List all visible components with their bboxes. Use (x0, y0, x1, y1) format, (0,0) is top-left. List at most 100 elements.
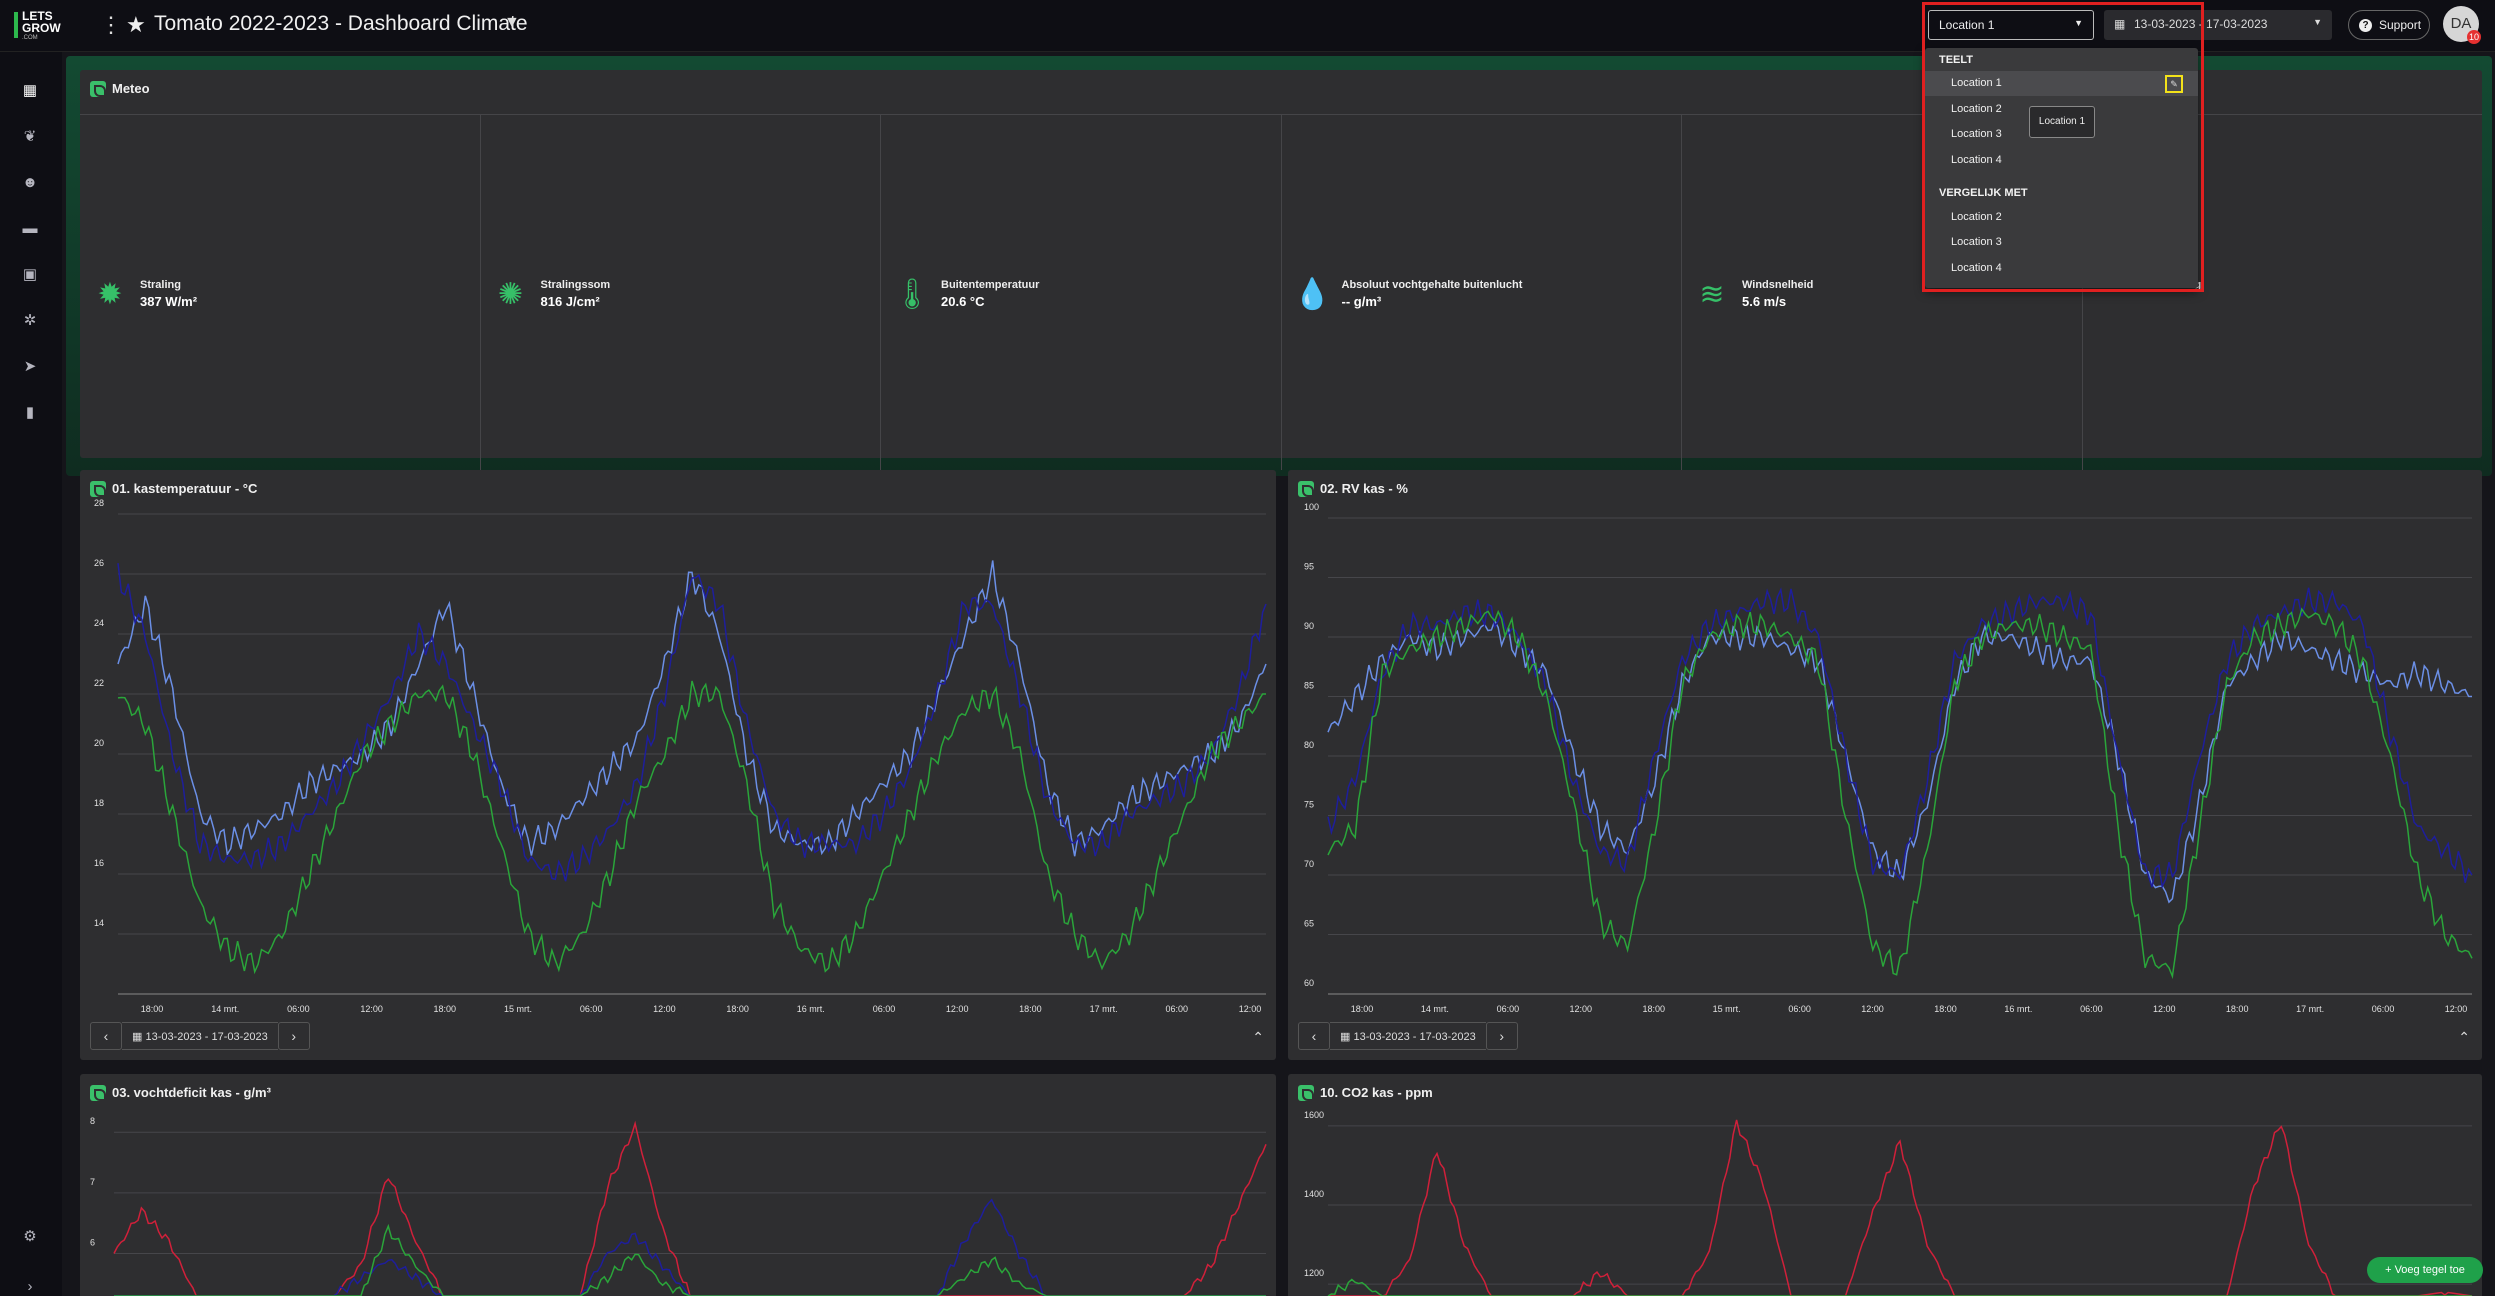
calendar-icon: ▦ (132, 1031, 146, 1043)
meteo-card-title: Meteo (112, 81, 150, 97)
chart-card-temperature: 14 16 18 20 22 24 26 28 18:00 14 mrt. 06:00 12:00 18… (80, 470, 1276, 1060)
support-label: Support (2379, 18, 2422, 32)
meteo-tile[interactable]: 🌡 Buitentemperatuur 20.6 °C (881, 114, 1282, 470)
logo[interactable]: LETS GROW .COM (12, 8, 64, 46)
y-tick-label: 65 (1304, 919, 1314, 929)
logo-text-mid: GROW (22, 21, 61, 35)
more-menu-icon[interactable]: ⋮ (100, 12, 122, 37)
support-button[interactable]: ? Support (2348, 10, 2430, 40)
image-icon[interactable]: ▣ (22, 266, 38, 283)
chart-card-rh: 60 65 70 75 80 85 90 95 100 18:00 14 mrt. 06:00 12:0… (1288, 470, 2482, 1060)
chevron-down-icon: ▼ (2074, 18, 2083, 28)
x-tick-label: 06:00 (1166, 1004, 1189, 1014)
x-tick-label: 18:00 (1351, 1004, 1374, 1014)
x-tick-label: 16 mrt. (2004, 1004, 2032, 1014)
x-tick-label: 15 mrt. (1713, 1004, 1741, 1014)
x-tick-label: 06:00 (873, 1004, 896, 1014)
y-tick-label: 8 (90, 1116, 95, 1126)
chart-title: 01. kastemperatuur - °C (112, 481, 258, 497)
y-tick-label: 95 (1304, 562, 1314, 572)
plus-icon: + (2385, 1264, 2395, 1276)
x-tick-label: 06:00 (287, 1004, 310, 1014)
next-period-button[interactable]: › (1485, 1022, 1518, 1050)
dropdown-option-location-3[interactable]: Location 3 (1925, 122, 2198, 147)
settings-group-icon[interactable]: ✲ (23, 312, 37, 329)
series-line (117, 563, 1267, 882)
meteo-tile[interactable]: 💧 Absoluut vochtgehalte buitenlucht -- g… (1281, 114, 1682, 470)
chart-date-range[interactable]: ▦ 13-03-2023 - 17-03-2023 (1330, 1022, 1486, 1050)
collapse-chevron-icon[interactable]: ⌃ (1252, 1029, 1264, 1045)
x-tick-label: 14 mrt. (211, 1004, 239, 1014)
meteo-tile-label: Windsnelheid (1742, 279, 1814, 291)
crops-icon[interactable]: ❦ (23, 128, 37, 145)
user-avatar[interactable]: DA 10 (2443, 6, 2481, 44)
meteo-tile[interactable]: ≋ Windsnelheid 5.6 m/s (1682, 114, 2083, 470)
chart-date-label: 13-03-2023 - 17-03-2023 (145, 1031, 268, 1043)
announcement-icon[interactable]: ➤ (23, 358, 37, 375)
x-tick-label: 18:00 (726, 1004, 749, 1014)
logo-text-top: LETS (22, 9, 53, 23)
expand-sidebar-icon[interactable]: › (27, 1278, 33, 1295)
x-tick-label: 18:00 (1642, 1004, 1665, 1014)
leaf-icon (90, 480, 106, 497)
logo-text-bottom: .COM (22, 35, 38, 41)
x-tick-label: 06:00 (2080, 1004, 2103, 1014)
dropdown-option-location-1[interactable]: Location 1 ✎ (1925, 71, 2198, 96)
y-tick-label: 100 (1304, 502, 1319, 512)
compare-option-location-4[interactable]: Location 4 (1925, 256, 2198, 281)
add-tile-button[interactable]: + Voeg tegel toe (2367, 1257, 2483, 1283)
date-range-value: 13-03-2023 - 17-03-2023 (2134, 17, 2268, 31)
avatar-initials: DA (2450, 15, 2472, 32)
y-tick-label: 16 (94, 858, 104, 868)
highlight-frame (1922, 2, 2204, 292)
chart-co2-svg: 1200 1400 1600 (1304, 1110, 2473, 1296)
collapse-chevron-icon[interactable]: ⌃ (2458, 1029, 2470, 1045)
chart-title: 02. RV kas - % (1320, 481, 1408, 497)
series-line (1328, 1119, 2473, 1296)
location-select[interactable]: Location 1 ▼ (1928, 10, 2094, 40)
chart-title: 10. CO2 kas - ppm (1320, 1085, 1433, 1101)
previous-period-button[interactable]: ‹ (90, 1022, 122, 1050)
calendar-icon: ▦ (2114, 17, 2126, 31)
chart-rh-svg: 60 65 70 75 80 85 90 95 100 18:00 14 mrt. 06:00 12:0… (1304, 502, 2473, 1014)
book-icon[interactable]: ▮ (25, 404, 35, 421)
x-tick-label: 12:00 (2153, 1004, 2176, 1014)
leaf-icon (1298, 1084, 1314, 1101)
series-line (117, 680, 1266, 975)
favorite-star-icon[interactable]: ★ (126, 12, 146, 37)
folder-icon[interactable]: ▬ (22, 220, 38, 237)
y-tick-label: 28 (94, 498, 104, 508)
leaf-icon (1298, 480, 1314, 497)
meteo-tile[interactable]: ✹ Straling 387 W/m² (80, 114, 481, 470)
x-tick-label: 12:00 (2445, 1004, 2468, 1014)
meteo-tile[interactable]: ✺ Stralingssom 816 J/cm² (480, 114, 881, 470)
option-label: Location 3 (1951, 128, 2002, 140)
option-label: Location 4 (1951, 154, 2002, 166)
wind-icon: ≋ (1699, 278, 1725, 311)
gear-icon[interactable]: ⚙ (23, 1228, 37, 1245)
dashboard-icon[interactable]: ▦ (22, 82, 38, 99)
y-tick-label: 26 (94, 558, 104, 568)
x-tick-label: 18:00 (2226, 1004, 2249, 1014)
previous-period-button[interactable]: ‹ (1298, 1022, 1330, 1050)
x-tick-label: 12:00 (653, 1004, 676, 1014)
dashboard-switch-caret-icon[interactable]: ▼ (504, 14, 520, 31)
dropdown-option-location-2[interactable]: Location 2 (1925, 97, 2198, 122)
chart-date-range[interactable]: ▦ 13-03-2023 - 17-03-2023 (122, 1022, 278, 1050)
meteo-tile-value: 5.6 m/s (1742, 294, 1787, 309)
pin-icon[interactable]: ✎ (2165, 75, 2183, 93)
chart-card-header: 02. RV kas - % (1298, 480, 1408, 500)
next-period-button[interactable]: › (277, 1022, 310, 1050)
compare-option-location-2[interactable]: Location 2 (1925, 205, 2198, 230)
notification-badge: 10 (2467, 30, 2481, 44)
dropdown-option-location-4[interactable]: Location 4 (1925, 148, 2198, 173)
date-range-select[interactable]: ▦ 13-03-2023 - 17-03-2023 ▼ (2104, 10, 2332, 40)
dropdown-group-teelt: TEELT (1939, 54, 1974, 66)
option-label: Location 3 (1951, 236, 2002, 248)
meteo-tile-label: Stralingssom (540, 279, 611, 291)
x-tick-label: 12:00 (946, 1004, 969, 1014)
y-tick-label: 1400 (1304, 1189, 1324, 1199)
compare-option-location-3[interactable]: Location 3 (1925, 230, 2198, 255)
users-icon[interactable]: ☻ (22, 174, 38, 191)
meteo-tile-label: Straling (140, 279, 181, 291)
